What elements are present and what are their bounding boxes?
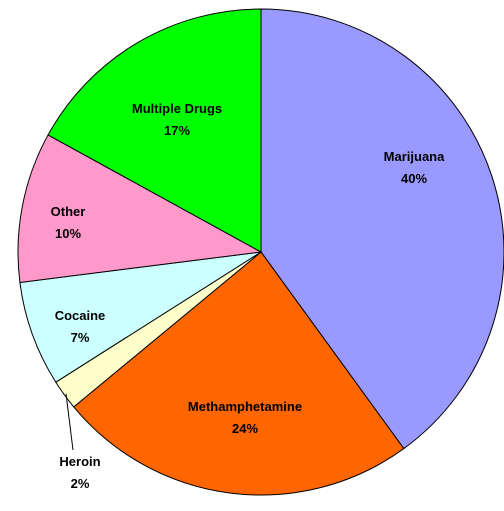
pie-slice-marijuana	[260, 8, 504, 450]
slices-layer	[17, 8, 504, 496]
pie-slice-cocaine	[19, 251, 262, 383]
slice-percent-methamphetamine: 24%	[232, 421, 258, 436]
leader-layer	[65, 393, 74, 451]
pie-slice-methamphetamine	[73, 251, 405, 496]
slice-label-methamphetamine: Methamphetamine	[188, 399, 302, 414]
pie-slice-multiple-drugs	[47, 8, 262, 253]
leader-line-heroin	[65, 393, 74, 451]
slice-label-other: Other	[51, 204, 86, 219]
slice-percent-cocaine: 7%	[71, 330, 90, 345]
slice-percent-other: 10%	[55, 226, 81, 241]
slice-percent-marijuana: 40%	[401, 171, 427, 186]
slice-label-cocaine: Cocaine	[55, 308, 106, 323]
slice-percent-multiple-drugs: 17%	[164, 123, 190, 138]
slice-percent-heroin: 2%	[71, 476, 90, 491]
slice-label-heroin: Heroin	[59, 454, 100, 469]
labels-layer: Marijuana 40% Methamphetamine 24% Heroin 2% Co…	[51, 101, 445, 491]
slice-label-multiple-drugs: Multiple Drugs	[132, 101, 222, 116]
pie-slice-other	[17, 134, 263, 284]
slice-label-marijuana: Marijuana	[384, 149, 445, 164]
